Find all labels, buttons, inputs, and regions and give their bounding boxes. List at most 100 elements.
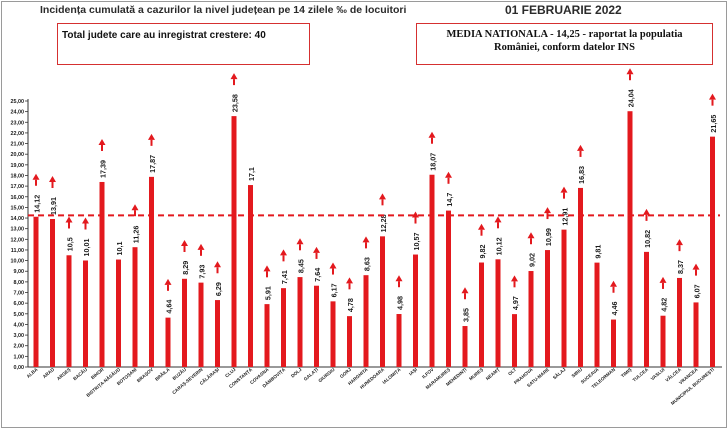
bar	[281, 288, 286, 367]
bar	[462, 326, 468, 367]
value-label: 4,78	[346, 298, 355, 312]
bar	[677, 277, 682, 367]
category-label: TIMIȘ	[620, 367, 633, 379]
increase-arrow-shaft	[233, 79, 235, 86]
increase-arrow-shaft	[299, 244, 301, 251]
bar	[627, 111, 633, 367]
increase-arrow-shaft	[381, 199, 384, 206]
increase-arrow	[32, 173, 40, 180]
bar	[83, 260, 88, 367]
increase-arrow	[494, 216, 502, 223]
increase-arrow-shaft	[365, 242, 367, 249]
value-label: 7,64	[313, 268, 322, 282]
increase-arrow-shaft	[612, 286, 615, 293]
bar	[347, 316, 352, 367]
y-tick-label: 13,00	[11, 227, 25, 233]
bar	[545, 250, 550, 367]
value-label: 9,82	[478, 245, 487, 259]
increase-arrow-shaft	[200, 249, 202, 256]
bar	[182, 278, 187, 367]
value-label: 4,46	[610, 302, 619, 316]
category-label: DOLJ	[290, 367, 303, 379]
national-average-line-1: MEDIA NATIONALA - 14,25 - raportat la po…	[446, 29, 683, 40]
increase-arrow-shaft	[84, 223, 87, 230]
bar	[594, 262, 600, 367]
category-label: NEAMȚ	[485, 367, 501, 381]
total-increase-box: Total judete care au inregistrat crester…	[57, 23, 310, 65]
increase-arrow-shaft	[35, 179, 37, 186]
value-label: 10,57	[412, 233, 421, 251]
y-tick-label: 3,00	[14, 333, 25, 339]
increase-arrow	[313, 246, 320, 253]
increase-arrow-shaft	[480, 229, 483, 236]
value-label: 13,91	[49, 197, 58, 215]
bar	[495, 259, 501, 367]
y-tick-label: 10,00	[11, 259, 25, 265]
bar	[413, 254, 418, 367]
increase-arrow-shaft	[447, 177, 450, 184]
value-label: 12,28	[379, 214, 388, 232]
increase-arrow-shaft	[183, 245, 186, 252]
value-label: 6,17	[330, 283, 339, 297]
value-label: 16,83	[577, 166, 586, 184]
increase-arrow-shaft	[398, 281, 400, 288]
category-label: OLT	[507, 367, 517, 377]
y-tick-label: 14,00	[11, 216, 25, 222]
y-tick-label: 8,00	[14, 280, 25, 286]
category-label: BRĂILA	[153, 366, 171, 382]
y-tick-label: 23,00	[11, 120, 25, 126]
value-label: 17,39	[99, 160, 108, 178]
y-tick-label: 21,00	[11, 142, 25, 148]
bar	[264, 304, 270, 367]
increase-arrow-shaft	[167, 284, 169, 291]
bar	[660, 315, 666, 367]
category-label: CLUJ	[224, 367, 237, 379]
increase-arrow-shaft	[216, 267, 219, 274]
increase-arrow-shaft	[348, 283, 351, 290]
category-label: ARAD	[42, 367, 56, 380]
y-tick-label: 0,00	[14, 365, 25, 371]
y-tick-label: 18,00	[11, 173, 25, 179]
value-label: 12,91	[561, 208, 570, 226]
increase-arrow-shaft	[266, 271, 268, 278]
bar	[132, 247, 138, 367]
increase-arrow-shaft	[497, 222, 499, 229]
increase-arrow-shaft	[695, 269, 697, 276]
bar	[479, 262, 484, 367]
increase-arrow-shaft	[414, 217, 417, 224]
bar	[644, 251, 649, 367]
y-tick-label: 16,00	[11, 195, 25, 201]
y-tick-label: 9,00	[14, 269, 25, 275]
increase-arrow-shaft	[51, 181, 54, 188]
category-label: IALOMIȚA	[381, 366, 402, 385]
bar	[561, 229, 567, 367]
increase-arrow	[98, 138, 106, 145]
increase-arrow	[379, 193, 386, 200]
y-tick-label: 5,00	[14, 312, 25, 318]
increase-arrow-shaft	[645, 214, 648, 221]
bar	[578, 187, 583, 367]
category-label: ALBA	[26, 367, 40, 379]
increase-arrow	[626, 68, 634, 75]
value-label: 8,29	[181, 261, 190, 275]
increase-arrow	[544, 207, 551, 214]
increase-arrow	[428, 131, 436, 138]
increase-arrow-shaft	[431, 137, 433, 144]
increase-arrow	[131, 204, 139, 211]
increase-arrow	[643, 208, 650, 215]
increase-arrow-shaft	[530, 238, 532, 245]
increase-arrow	[346, 277, 353, 284]
increase-arrow	[197, 243, 205, 250]
increase-arrow	[82, 217, 89, 224]
category-label: BACĂU	[72, 366, 89, 382]
increase-arrow-shaft	[150, 139, 153, 146]
increase-arrow	[577, 144, 584, 151]
bar	[363, 275, 369, 367]
y-tick-label: 4,00	[14, 322, 25, 328]
increase-arrow-shaft	[101, 144, 103, 151]
value-label: 24,04	[627, 89, 636, 107]
increase-arrow	[692, 263, 700, 270]
increase-arrow-shaft	[282, 255, 285, 262]
increase-arrow	[164, 278, 172, 285]
